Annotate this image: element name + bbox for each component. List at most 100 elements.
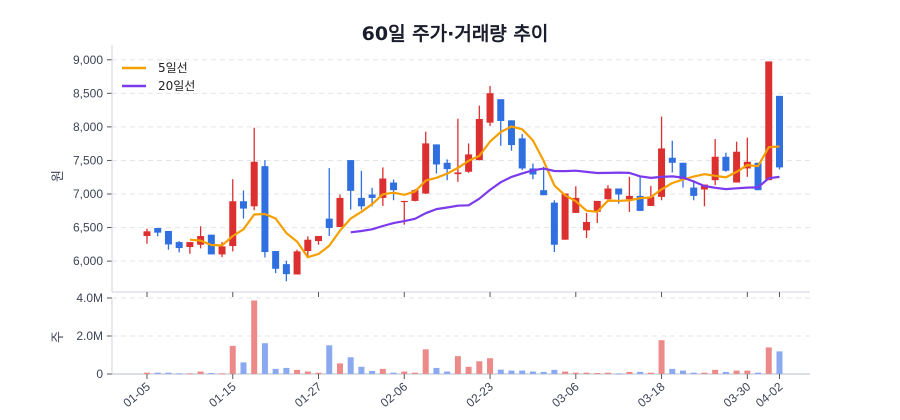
- volume-bar: [604, 372, 611, 374]
- volume-bar: [315, 372, 322, 374]
- candle-body: [679, 162, 687, 180]
- x-tick-label: 01-05: [120, 379, 153, 410]
- moving-averages: [189, 125, 780, 259]
- volume-bar: [615, 373, 622, 375]
- candle-body: [432, 144, 440, 165]
- candle-body: [583, 221, 591, 231]
- volume-bar: [744, 370, 751, 374]
- volume-bar: [487, 358, 494, 374]
- volume-bar: [476, 361, 483, 374]
- volume-bar: [712, 369, 719, 374]
- volume-bar: [229, 345, 236, 374]
- volume-bar: [401, 371, 408, 374]
- candle-body: [647, 196, 655, 206]
- volume-bar: [637, 371, 644, 374]
- candle-body: [304, 239, 312, 252]
- candle-body: [722, 156, 730, 171]
- volume-bar: [755, 372, 762, 374]
- x-tick-label: 02-06: [378, 379, 411, 410]
- volume-bar: [454, 356, 461, 374]
- price-tick-label: 8,000: [73, 120, 103, 134]
- volume-bar: [154, 372, 161, 374]
- candle-body: [625, 195, 633, 200]
- volume-tick-label: 0: [96, 367, 103, 381]
- volume-bar: [658, 340, 665, 374]
- volume-bar: [444, 371, 451, 374]
- x-tick-label: 01-15: [206, 379, 239, 410]
- candle-body: [668, 157, 676, 163]
- volume-bar: [283, 367, 290, 374]
- candle-body: [250, 161, 258, 207]
- candles: [143, 61, 783, 282]
- candle-body: [443, 162, 451, 170]
- candle-body: [540, 190, 548, 196]
- candle-body: [518, 138, 526, 169]
- candle-body: [690, 187, 698, 196]
- volume-bar: [176, 373, 183, 375]
- volume-bar: [208, 373, 215, 374]
- x-tick-label: 03-06: [549, 379, 582, 410]
- candle-body: [775, 95, 783, 168]
- volume-axis-label: 주: [51, 331, 66, 343]
- candle-body: [711, 156, 719, 181]
- volume-bar: [722, 371, 729, 374]
- candle-body: [615, 188, 623, 195]
- candle-body: [529, 168, 537, 175]
- volume-bar: [336, 363, 343, 374]
- candle-body: [497, 99, 505, 121]
- price-axis-label: 원: [51, 170, 66, 182]
- volume-tick-label: 4.0M: [76, 291, 103, 305]
- ma20-line: [350, 167, 780, 234]
- volume-bar: [765, 347, 772, 374]
- volume-bar: [326, 345, 333, 374]
- price-tick-label: 8,500: [73, 86, 103, 100]
- candle-body: [347, 160, 355, 191]
- price-tick-label: 6,000: [73, 254, 103, 268]
- volume-bar: [197, 371, 204, 374]
- volume-bar: [594, 373, 601, 374]
- candle-body: [143, 231, 151, 237]
- x-tick-label: 03-30: [721, 379, 754, 410]
- candle-body: [218, 246, 226, 255]
- candle-body: [154, 227, 162, 233]
- candle-body: [239, 201, 247, 209]
- candle-body: [550, 202, 558, 245]
- candle-body: [604, 188, 612, 200]
- volume-bar: [551, 369, 558, 374]
- volume-bar: [776, 351, 783, 374]
- candle-body: [293, 251, 301, 275]
- volume-bar: [144, 372, 150, 374]
- candle-body: [486, 93, 494, 123]
- legend: 5일선 20일선: [122, 61, 195, 93]
- volume-bar: [433, 367, 440, 374]
- volume-bar: [379, 368, 386, 374]
- candle-body: [572, 197, 580, 213]
- volume-bar: [733, 370, 740, 374]
- volume-bar: [497, 369, 504, 374]
- candle-body: [411, 190, 419, 201]
- candle-body: [336, 197, 344, 227]
- volume-bar: [647, 372, 654, 374]
- candle-body: [175, 242, 183, 249]
- volume-bar: [690, 372, 697, 374]
- volume-bar: [562, 371, 569, 374]
- x-tick-label: 04-02: [753, 379, 786, 410]
- candle-body: [315, 236, 323, 242]
- legend-label-ma5: 5일선: [158, 61, 188, 75]
- candle-body: [390, 182, 398, 191]
- volume-bar: [572, 372, 579, 374]
- grid-lines: [112, 59, 810, 337]
- candle-body: [422, 143, 430, 194]
- candle-body: [272, 251, 280, 269]
- x-tick-label: 03-18: [635, 379, 668, 410]
- candle-body: [754, 162, 762, 191]
- volume-bar: [412, 372, 418, 374]
- candle-body: [379, 178, 387, 198]
- candle-body: [368, 194, 376, 198]
- candle-body: [561, 193, 569, 240]
- candle-body: [454, 172, 462, 175]
- volume-bar: [272, 368, 279, 374]
- candle-body: [475, 118, 483, 161]
- volume-bar: [261, 343, 268, 374]
- candle-body: [400, 200, 408, 203]
